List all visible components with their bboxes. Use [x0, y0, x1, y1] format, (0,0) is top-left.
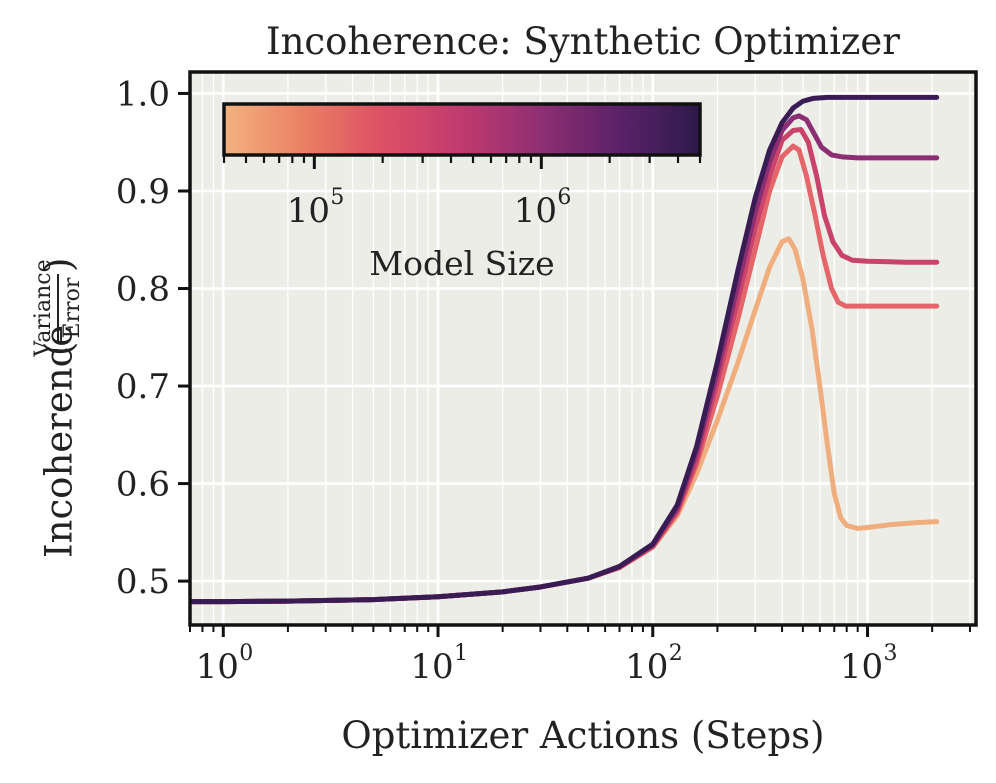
- x-tick-label: 10: [840, 647, 883, 687]
- y-tick-label: 0.9: [116, 172, 170, 212]
- colorbar-tick-label: 10: [514, 191, 557, 231]
- colorbar-ticks: 10 5 10 6: [222, 155, 702, 231]
- series-group: [190, 94, 940, 605]
- x-tick-label-exponent: 1: [454, 641, 468, 666]
- colorbar-label: Model Size: [369, 244, 554, 283]
- chart-title: Incoherence: Synthetic Optimizer: [266, 20, 900, 63]
- x-tick-label-exponent: 3: [884, 641, 898, 666]
- y-axis-label: Incoherence ( Variance Error ): [31, 258, 85, 558]
- series-line: [190, 94, 940, 605]
- x-tick-label-exponent: 0: [239, 641, 253, 666]
- x-ticks: 10 0 10 1 10 2 10 3: [189, 625, 971, 687]
- y-axis-label-main: Incoherence: [38, 325, 81, 558]
- plot-background: [190, 72, 976, 625]
- colorbar-tick-label-exponent: 6: [557, 185, 571, 210]
- grid: [190, 72, 976, 625]
- y-tick-label: 0.6: [116, 465, 170, 505]
- x-tick-label-exponent: 2: [669, 641, 683, 666]
- colorbar-tick-label-exponent: 5: [330, 185, 344, 210]
- y-ticks: 0.5 0.6 0.7 0.8 0.9 1.0: [116, 74, 190, 602]
- x-tick-label: 10: [410, 647, 453, 687]
- y-tick-label: 1.0: [116, 74, 170, 114]
- plot-frame: [188, 70, 978, 627]
- y-axis-fraction-numerator: Variance: [31, 259, 56, 357]
- y-tick-label: 0.8: [116, 270, 170, 310]
- x-tick-label: 10: [625, 647, 668, 687]
- y-tick-label: 0.5: [116, 562, 170, 602]
- x-axis-label: Optimizer Actions (Steps): [341, 714, 824, 757]
- colorbar-bar: [222, 102, 702, 157]
- x-tick-label: 10: [196, 647, 239, 687]
- y-axis-paren-open: (: [38, 342, 81, 356]
- y-axis-fraction-denominator: Error: [60, 277, 85, 338]
- y-axis-paren-close: ): [38, 258, 81, 272]
- y-tick-label: 0.7: [116, 367, 170, 407]
- colorbar-tick-label: 10: [287, 191, 330, 231]
- colorbar: 10 5 10 6 Model Size: [222, 102, 702, 283]
